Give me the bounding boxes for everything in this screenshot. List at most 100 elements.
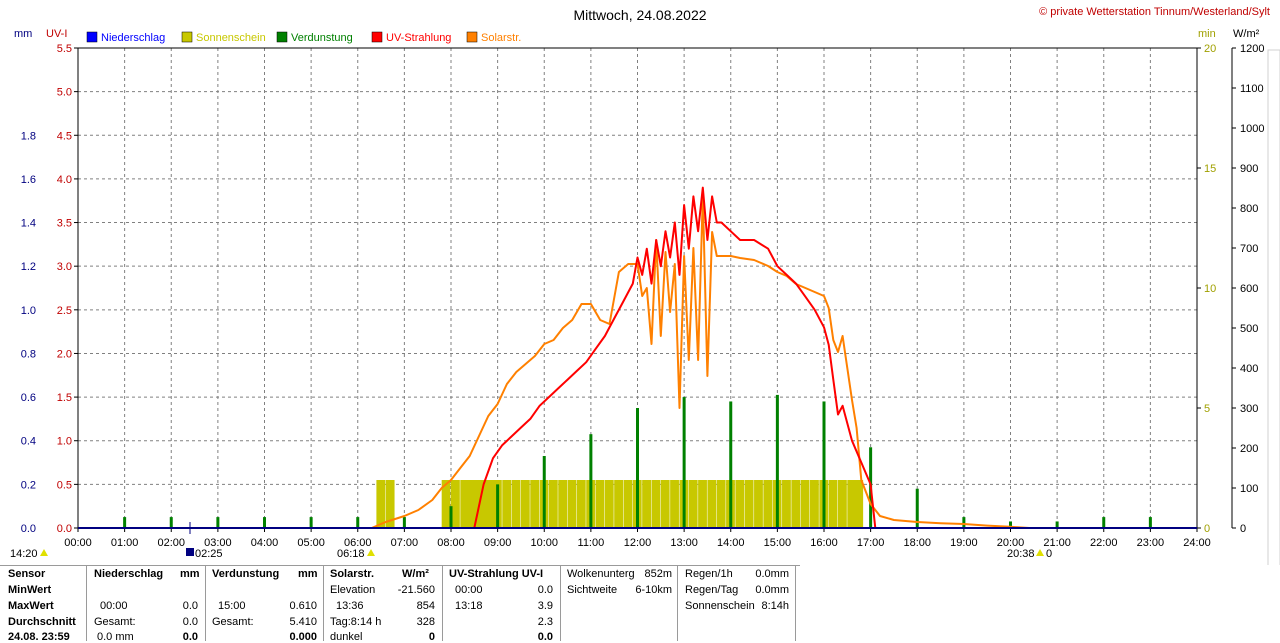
- x-tick-label: 07:00: [391, 537, 419, 549]
- y-tick-label-uvi: 5.0: [57, 87, 72, 99]
- regentag-label: Regen/Tag: [685, 584, 739, 596]
- y-tick-label-uvi: 2.5: [57, 305, 72, 317]
- y-tick-label-min: 5: [1204, 403, 1210, 415]
- sonnenschein-bar: [660, 480, 670, 528]
- y-tick-label-uvi: 2.0: [57, 348, 72, 360]
- niederschlag-max-time: 00:00: [100, 600, 128, 612]
- y-tick-label-mm: 1.8: [21, 130, 36, 142]
- x-tick-label: 10:00: [530, 537, 558, 549]
- x-tick-label: 15:00: [764, 537, 792, 549]
- x-tick-label: 20:00: [997, 537, 1025, 549]
- sonnenschein-bar: [520, 480, 530, 528]
- sonnenschein-bar: [471, 480, 481, 528]
- sonnenschein-bar: [467, 480, 477, 528]
- niederschlag-now-big: 0.0: [182, 631, 198, 643]
- row-label-min: MinWert: [8, 584, 52, 596]
- y-tick-label-mm: 0.2: [21, 479, 36, 491]
- sonnenschein-bar: [576, 480, 586, 528]
- verdunstung-bar: [496, 484, 500, 528]
- sonnenschein-bar: [530, 480, 540, 528]
- sonnenschein-bar: [735, 480, 745, 528]
- verdunstung-bar: [962, 517, 966, 528]
- y-tick-label-mm: 0.8: [21, 348, 36, 360]
- sunrise-icon: [367, 549, 375, 556]
- uv-min-time: 00:00: [455, 584, 483, 596]
- y-tick-label-wm2: 400: [1240, 363, 1258, 375]
- station-credit: © private Wetterstation Tinnum/Westerlan…: [1039, 6, 1270, 18]
- y-tick-label-min: 15: [1204, 163, 1216, 175]
- solar-elevation-value: -21.560: [397, 584, 435, 596]
- x-tick-label: 05:00: [297, 537, 325, 549]
- col-divider: [442, 565, 443, 641]
- verdunstung-bar: [309, 517, 313, 528]
- verdunstung-avg-label: Gesamt:: [212, 616, 254, 628]
- axes: 00:00 01:00 02:00 03:00 04:00 05:00 06:00 07:00…: [21, 43, 1265, 549]
- sunset-label: 20:38: [1007, 548, 1035, 560]
- row-label-max: MaxWert: [8, 600, 54, 612]
- uv-strahlung-line: [473, 186, 877, 529]
- y-tick-label-mm: 1.0: [21, 305, 36, 317]
- legend-swatch: [466, 31, 478, 43]
- row-label-now: 24.08. 23:59: [8, 631, 70, 643]
- sicht-value: 6-10km: [635, 584, 672, 596]
- sonnenschein-bar: [754, 480, 763, 528]
- y-tick-label-wm2: 100: [1240, 483, 1258, 495]
- verdunstung-max-value: 0.610: [289, 600, 317, 612]
- x-tick-label: 11:00: [578, 537, 605, 549]
- x-tick-label: 17:00: [857, 537, 885, 549]
- y-tick-label-min: 0: [1204, 523, 1210, 535]
- solar-max-time: 13:36: [336, 600, 364, 612]
- x-tick-label: 22:00: [1090, 537, 1118, 549]
- sonnenschein-bar: [698, 480, 707, 528]
- verdunstung-bar: [775, 394, 779, 528]
- sun-marker-icon: [40, 549, 48, 556]
- chart-title: Mittwoch, 24.08.2022: [573, 7, 706, 23]
- solar-now-label: dunkel: [330, 631, 363, 643]
- unit-mm-label: mm: [14, 28, 32, 40]
- unit-wm2-label: W/m²: [1233, 28, 1260, 40]
- regentag-value: 0.0mm: [755, 584, 789, 596]
- sonnenschein-bar: [623, 480, 633, 528]
- verdunstung-bar: [1009, 521, 1012, 528]
- y-tick-label-uvi: 3.5: [57, 218, 72, 230]
- solar-unit: W/m²: [402, 568, 429, 580]
- uv-min-value: 0.0: [537, 584, 553, 596]
- grid: [78, 48, 1197, 528]
- wolken-label: Wolkenunterg: [567, 568, 635, 580]
- x-tick-label: 04:00: [251, 537, 279, 549]
- uv-avg-value: 2.3: [537, 616, 553, 628]
- y-tick-label-wm2: 300: [1240, 403, 1258, 415]
- y-tick-label-mm: 0.6: [21, 392, 36, 404]
- y-tick-label-uvi: 1.0: [57, 436, 72, 448]
- niederschlag-max-value: 0.0: [182, 600, 198, 612]
- col-divider: [677, 565, 678, 641]
- sunset-suffix: 0: [1046, 548, 1052, 560]
- uv-now-big: 0.0: [537, 631, 553, 643]
- niederschlag-header: Niederschlag: [94, 568, 164, 580]
- sonnenschein-bar: [651, 480, 661, 528]
- y-tick-label-wm2: 500: [1240, 323, 1258, 335]
- start-time-label: 14:20: [10, 548, 38, 560]
- y-tick-label-mm: 0.4: [21, 436, 36, 448]
- y-tick-label-wm2: 700: [1240, 243, 1258, 255]
- legend-label: Sonnenschein: [196, 32, 266, 44]
- verdunstung-bar: [216, 517, 220, 528]
- col-divider: [560, 565, 561, 641]
- bar-series: [123, 394, 1152, 528]
- y-tick-label-uvi: 0.0: [57, 523, 72, 535]
- x-tick-label: 08:00: [437, 537, 465, 549]
- regen1h-label: Regen/1h: [685, 568, 733, 580]
- legend-swatch: [371, 31, 383, 43]
- sunset-icon: [1036, 549, 1044, 556]
- solar-now-big: 0: [428, 631, 435, 643]
- verdunstung-bar: [169, 517, 173, 528]
- legend-swatch: [276, 31, 288, 43]
- sonnenschein-bar: [688, 480, 698, 528]
- x-tick-label: 13:00: [670, 537, 698, 549]
- solar-avg-value: 328: [416, 616, 435, 628]
- verdunstung-bar: [402, 517, 406, 528]
- sunrise-label: 06:18: [337, 548, 365, 560]
- moon-time-label: 02:25: [195, 548, 223, 560]
- y-tick-label-mm: 1.2: [21, 261, 36, 273]
- sonnenschein-bar: [744, 480, 754, 528]
